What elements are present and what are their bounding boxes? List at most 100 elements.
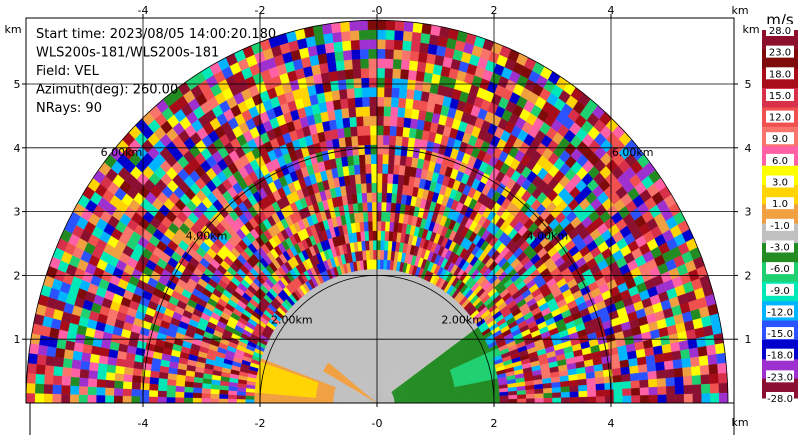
velocity-gate — [384, 68, 394, 79]
velocity-gate — [369, 115, 378, 126]
velocity-gate — [350, 183, 357, 195]
velocity-gate — [604, 389, 614, 397]
velocity-gate — [320, 71, 331, 84]
velocity-gate — [397, 107, 406, 118]
velocity-gate — [166, 384, 176, 392]
velocity-gate — [373, 278, 378, 289]
velocity-gate — [376, 134, 384, 145]
velocity-gate — [381, 211, 387, 222]
velocity-gate — [710, 393, 720, 403]
velocity-gate — [683, 393, 694, 403]
velocity-gate — [409, 50, 420, 62]
velocity-gate — [26, 362, 37, 374]
velocity-gate — [681, 357, 692, 369]
velocity-gate — [330, 80, 340, 92]
velocity-gate — [630, 380, 641, 389]
velocity-gate — [149, 376, 159, 385]
y-tick-label-left: 1 — [14, 333, 21, 346]
velocity-gate — [61, 375, 71, 386]
velocity-gate — [373, 249, 378, 260]
velocity-gate — [97, 362, 108, 373]
x-tick-label-bottom: 2 — [491, 417, 498, 430]
info-line: Azimuth(deg): 260.00 — [36, 83, 178, 98]
velocity-gate — [368, 67, 378, 78]
velocity-gate — [648, 394, 658, 403]
velocity-gate — [113, 387, 124, 396]
velocity-gate — [369, 87, 378, 98]
velocity-gate — [408, 69, 418, 81]
velocity-gate — [376, 211, 382, 222]
velocity-gate — [354, 87, 363, 98]
velocity-gate — [369, 259, 374, 270]
velocity-gate — [372, 240, 378, 251]
velocity-gate — [394, 145, 402, 156]
velocity-gate — [365, 163, 372, 174]
velocity-gate — [71, 359, 82, 370]
velocity-gate — [369, 240, 374, 251]
velocity-gate — [610, 360, 621, 370]
velocity-gate — [324, 42, 335, 54]
velocity-gate — [334, 50, 345, 62]
velocity-gate — [368, 58, 378, 69]
velocity-gate — [604, 382, 614, 391]
velocity-gate — [690, 356, 701, 368]
velocity-gate — [534, 398, 544, 403]
velocity-gate — [534, 388, 544, 395]
velocity-gate — [358, 212, 365, 223]
velocity-gate — [394, 20, 405, 32]
velocity-gate — [619, 359, 630, 369]
velocity-gate — [376, 67, 386, 78]
velocity-gate — [89, 353, 100, 364]
velocity-gate — [355, 183, 363, 194]
velocity-gate — [697, 345, 708, 357]
velocity-gate — [402, 126, 411, 138]
velocity-gate — [718, 382, 729, 394]
velocity-gate — [371, 192, 378, 203]
y-tick-label-left: 4 — [14, 142, 21, 155]
velocity-gate — [157, 384, 168, 392]
velocity-gate — [350, 39, 361, 51]
velocity-gate — [376, 230, 382, 241]
velocity-gate — [53, 365, 63, 377]
velocity-gate — [328, 70, 339, 82]
y-tick-label-left: 5 — [14, 78, 21, 91]
velocity-gate — [43, 374, 54, 385]
velocity-gate — [339, 88, 348, 100]
velocity-gate — [376, 249, 381, 260]
velocity-gate — [671, 350, 682, 361]
info-line: Start time: 2023/08/05 14:00:20.180 — [36, 27, 276, 42]
velocity-gate — [380, 259, 385, 270]
velocity-gate — [123, 373, 133, 383]
velocity-gate — [26, 392, 36, 403]
velocity-gate — [376, 20, 387, 31]
velocity-gate — [357, 135, 365, 146]
velocity-gate — [87, 394, 97, 403]
velocity-gate — [613, 388, 623, 397]
velocity-gate — [525, 398, 536, 403]
velocity-gate — [664, 368, 675, 379]
velocity-gate — [683, 384, 693, 395]
velocity-gate — [210, 388, 220, 395]
velocity-gate — [342, 49, 353, 61]
velocity-gate — [622, 388, 632, 397]
velocity-gate — [415, 70, 426, 82]
velocity-gate — [416, 61, 427, 73]
velocity-gate — [717, 362, 728, 374]
velocity-field — [26, 20, 729, 403]
velocity-gate — [192, 397, 202, 403]
velocity-gate — [340, 21, 351, 32]
x-tick-label-top: -4 — [138, 4, 149, 17]
velocity-gate — [516, 390, 527, 396]
velocity-gate — [371, 163, 378, 174]
velocity-gate — [139, 396, 150, 403]
velocity-gate — [382, 144, 390, 155]
velocity-gate — [359, 48, 369, 60]
velocity-gate — [380, 240, 385, 251]
velocity-gate — [47, 336, 58, 348]
velocity-gate — [578, 390, 588, 398]
velocity-gate — [639, 379, 649, 389]
velocity-gate — [410, 41, 421, 53]
velocity-gate — [568, 379, 579, 387]
velocity-gate — [367, 201, 373, 213]
